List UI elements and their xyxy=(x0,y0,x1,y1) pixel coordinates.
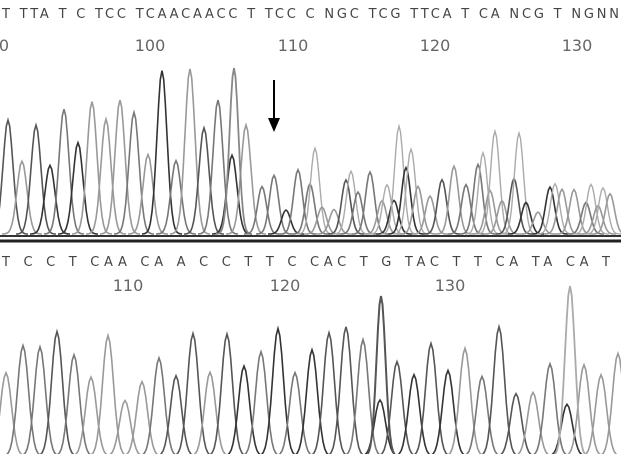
trace-peak xyxy=(127,152,169,235)
position-label: 120 xyxy=(420,36,451,55)
trace-peak xyxy=(279,167,317,235)
trace-peak xyxy=(57,352,91,454)
trace-peak xyxy=(71,101,113,235)
trace-peak xyxy=(481,323,517,454)
trace-peak xyxy=(85,116,127,235)
trace-peak xyxy=(414,340,448,454)
trace-peak xyxy=(601,350,621,454)
trace-peak xyxy=(91,332,125,454)
trace-peak xyxy=(225,122,267,235)
trace-peak xyxy=(99,99,141,235)
trace-peak xyxy=(1,159,43,235)
trace-peak xyxy=(567,362,601,454)
trace-peak xyxy=(592,192,621,235)
trace-peak xyxy=(380,123,418,235)
trace-peak xyxy=(215,67,253,235)
trace-peak xyxy=(368,183,406,235)
trace-peak xyxy=(366,295,396,454)
trace-peak xyxy=(553,285,587,454)
position-label: 120 xyxy=(270,276,301,295)
trace-peak xyxy=(141,70,183,235)
bottom-trace xyxy=(0,285,621,454)
bottom-positions: 110 120 130 xyxy=(113,276,466,295)
trace-peak xyxy=(295,347,329,454)
trace-peak xyxy=(15,122,57,235)
trace-peak xyxy=(142,355,176,454)
trace-peak xyxy=(448,345,482,454)
trace-peak xyxy=(244,349,278,454)
trace-peak xyxy=(0,117,29,235)
trace-peak xyxy=(517,390,549,454)
trace-peak xyxy=(296,146,334,235)
position-label: 130 xyxy=(562,36,593,55)
trace-peak xyxy=(109,398,141,454)
position-label: 130 xyxy=(435,276,466,295)
trace-peak xyxy=(500,392,532,454)
trace-peak xyxy=(23,344,57,454)
arrow xyxy=(268,80,280,132)
trace-peak xyxy=(6,342,40,454)
trace-peak xyxy=(392,146,430,235)
trace-peak xyxy=(346,336,380,454)
top-positions: 0 100 110 120 130 xyxy=(0,36,592,55)
top-trace xyxy=(0,67,621,235)
trace-peak xyxy=(227,363,261,454)
position-label: 100 xyxy=(135,36,166,55)
trace-peak xyxy=(380,359,414,454)
trace-peak xyxy=(551,402,583,454)
trace-peak xyxy=(197,99,239,235)
trace-peak xyxy=(175,330,211,454)
trace-peak xyxy=(211,153,253,235)
trace-peak xyxy=(533,361,567,454)
position-label: 110 xyxy=(113,276,144,295)
trace-peak xyxy=(311,329,347,454)
trace-peak xyxy=(364,398,396,454)
trace-peak xyxy=(328,326,364,454)
trace-peak xyxy=(260,325,296,454)
trace-peak xyxy=(209,331,245,454)
trace-peak xyxy=(464,150,502,235)
trace-peak xyxy=(183,125,225,235)
trace-peak xyxy=(332,169,370,235)
trace-peak xyxy=(572,182,610,235)
position-label: 0 xyxy=(0,36,9,55)
trace-peak xyxy=(43,109,85,235)
trace-peak xyxy=(536,182,574,235)
trace-peak xyxy=(584,186,621,235)
trace-peak xyxy=(169,68,211,235)
position-label: 110 xyxy=(278,36,309,55)
trace-peak xyxy=(500,130,538,235)
trace-peak xyxy=(39,328,75,454)
trace-peak xyxy=(459,162,497,235)
